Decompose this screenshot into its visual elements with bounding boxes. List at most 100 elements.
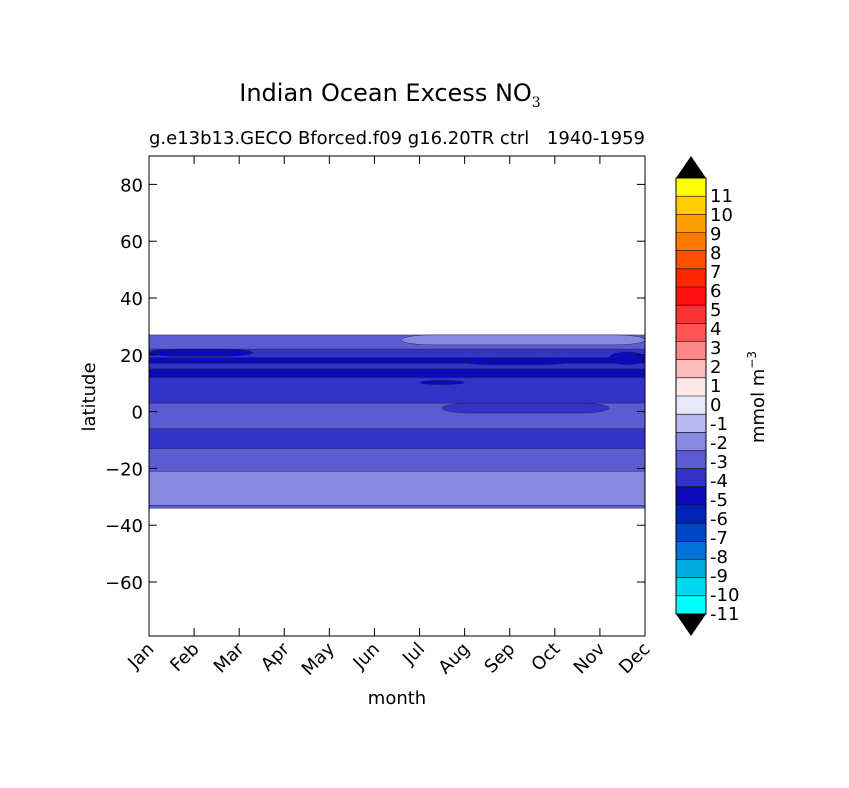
colorbar-tick-label-19: -8 <box>710 547 728 568</box>
colorbar-frame <box>675 177 707 615</box>
chart-subtitle-left: g.e13b13.GECO Bforced.f09 g16.20TR ctrl <box>149 128 529 149</box>
contour-band-7 <box>148 428 646 449</box>
y-axis: 80 60 40 20 0 −20 −40 −60 <box>105 175 645 594</box>
contour-patch-0 <box>401 334 646 346</box>
chart-title: Indian Ocean Excess NO3 <box>239 79 540 111</box>
colorbar-tick-label-18: -7 <box>710 528 728 549</box>
x-tick-label-jun: Jun <box>349 639 384 674</box>
colorbar-tick-label-20: -9 <box>710 566 728 587</box>
contour-band-9 <box>148 471 646 506</box>
contour-bands <box>148 334 646 509</box>
colorbar-tick-label-17: -6 <box>710 509 728 530</box>
plot-area <box>148 155 646 637</box>
colorbar-segment-20 <box>676 232 706 251</box>
x-tick-label-nov: Nov <box>570 638 610 678</box>
colorbar-tick-label-22: -11 <box>710 604 739 625</box>
colorbar-segment-17 <box>676 287 706 306</box>
chart-title-subscript: 3 <box>532 95 541 111</box>
colorbar-tick-label-16: -5 <box>710 490 728 511</box>
colorbar-tick-label-7: 4 <box>710 319 721 340</box>
colorbar-segment-2 <box>676 559 706 578</box>
y-tick-label-3: 20 <box>120 346 143 367</box>
colorbar-extend-low <box>676 614 706 636</box>
colorbar-label-superscript: −3 <box>745 351 759 369</box>
colorbar-tick-label-3: 8 <box>710 243 721 264</box>
x-tick-label-sep: Sep <box>480 639 519 678</box>
colorbar-segment-8 <box>676 450 706 469</box>
contour-patch-2 <box>464 358 569 365</box>
colorbar-segment-16 <box>676 305 706 324</box>
x-tick-label-jul: Jul <box>398 639 429 670</box>
colorbar-segment-9 <box>676 432 706 451</box>
colorbar-segment-15 <box>676 323 706 342</box>
x-tick-label-jan: Jan <box>123 639 158 674</box>
y-tick-label-0: 80 <box>120 175 143 196</box>
colorbar-segment-12 <box>676 377 706 396</box>
x-tick-label-oct: Oct <box>527 639 564 676</box>
contour-patch-5 <box>441 402 610 414</box>
colorbar-segment-14 <box>676 341 706 360</box>
colorbar-segment-19 <box>676 250 706 269</box>
y-tick-label-6: −40 <box>105 516 143 537</box>
colorbar-tick-label-2: 9 <box>710 224 721 245</box>
contour-band-5 <box>148 377 646 404</box>
colorbar-tick-label-21: -10 <box>710 585 739 606</box>
colorbar-tick-label-4: 7 <box>710 262 721 283</box>
chart-subtitle-right: 1940-1959 <box>547 128 645 149</box>
x-tick-label-apr: Apr <box>257 638 294 675</box>
colorbar-segment-3 <box>676 541 706 560</box>
colorbar-segment-1 <box>676 577 706 596</box>
colorbar-segment-6 <box>676 486 706 505</box>
contour-patch-3 <box>608 351 646 365</box>
colorbar-segment-10 <box>676 414 706 433</box>
contour-band-2 <box>148 357 646 364</box>
colorbar-tick-label-11: 0 <box>710 395 721 416</box>
contour-band-10 <box>148 505 646 509</box>
colorbar-tick-label-1: 10 <box>710 205 733 226</box>
x-tick-label-dec: Dec <box>615 639 654 678</box>
y-tick-label-4: 0 <box>132 403 143 424</box>
contour-band-3 <box>148 363 646 370</box>
contour-band-8 <box>148 448 646 472</box>
contour-band-4 <box>148 368 646 378</box>
x-tick-label-mar: Mar <box>210 638 249 677</box>
y-tick-label-5: −20 <box>105 459 143 480</box>
contour-patches <box>148 334 646 414</box>
colorbar-segment-4 <box>676 523 706 542</box>
colorbar-segment-11 <box>676 396 706 415</box>
x-tick-label-may: May <box>298 638 339 679</box>
y-tick-label-1: 60 <box>120 232 143 253</box>
colorbar-tick-label-5: 6 <box>710 281 721 302</box>
colorbar-segment-22 <box>676 196 706 215</box>
colorbar-tick-label-8: 3 <box>710 338 721 359</box>
x-axis-label: month <box>368 688 426 709</box>
colorbar-extend-high <box>676 156 706 178</box>
colorbar-segment-23 <box>676 178 706 197</box>
colorbar-label-main: mmol m <box>748 369 769 443</box>
colorbar-tick-label-14: -3 <box>710 452 728 473</box>
colorbar-segment-0 <box>676 595 706 614</box>
x-tick-label-aug: Aug <box>434 639 474 679</box>
y-tick-label-7: −60 <box>105 573 143 594</box>
colorbar-tick-label-9: 2 <box>710 357 721 378</box>
y-tick-label-2: 40 <box>120 289 143 310</box>
colorbar-tick-label-6: 5 <box>710 300 721 321</box>
contour-patch-4 <box>419 380 465 385</box>
colorbar-segment-7 <box>676 468 706 487</box>
colorbar-tick-label-12: -1 <box>710 414 728 435</box>
colorbar-segment-18 <box>676 268 706 287</box>
chart-title-main: Indian Ocean Excess NO <box>239 79 532 107</box>
plot-frame <box>148 155 646 637</box>
x-tick-label-feb: Feb <box>166 639 203 676</box>
colorbar-tick-label-0: 11 <box>710 186 733 207</box>
contour-patch-1 <box>148 348 253 357</box>
colorbar-label: mmol m−3 <box>745 351 769 443</box>
colorbar-segment-13 <box>676 359 706 378</box>
y-axis-label: latitude <box>79 362 100 431</box>
colorbar-tick-label-13: -2 <box>710 433 728 454</box>
colorbar-segment-5 <box>676 505 706 524</box>
colorbar-tick-label-10: 1 <box>710 376 721 397</box>
colorbar-segment-21 <box>676 214 706 233</box>
